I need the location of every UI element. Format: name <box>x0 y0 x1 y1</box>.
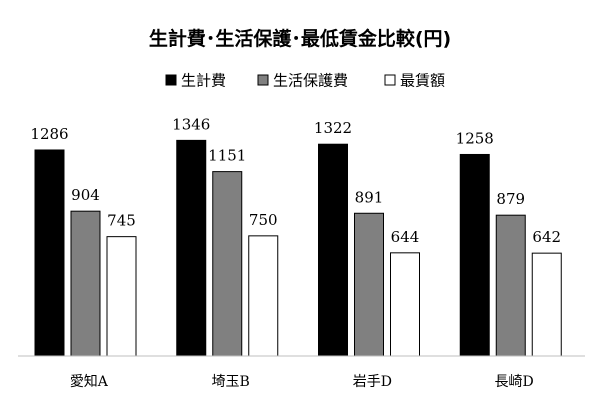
value-label-3-4: 642 <box>532 228 561 246</box>
value-label-1-4: 1258 <box>456 129 494 147</box>
legend-label-3: 最賃額 <box>400 72 445 90</box>
value-label-3-1: 745 <box>107 212 136 230</box>
chart-title: 生計費･生活保護･最低賃金比較(円) <box>149 27 451 50</box>
bar-2-1 <box>70 210 101 357</box>
bar-2-3 <box>354 212 384 357</box>
bars <box>34 139 562 357</box>
legend-label-2: 生活保護費 <box>273 72 348 90</box>
bar-3-3 <box>390 252 420 357</box>
legend: 生計費 生活保護費 最賃額 <box>165 72 445 90</box>
value-label-1-3: 1322 <box>314 119 352 137</box>
legend-label-1: 生計費 <box>181 72 226 90</box>
category-label-3: 岩手D <box>353 374 392 390</box>
value-label-2-4: 879 <box>496 190 525 208</box>
value-label-2-2: 1151 <box>208 147 246 165</box>
value-label-3-2: 750 <box>249 211 278 229</box>
legend-swatch-1 <box>165 74 177 86</box>
value-label-1-2: 1346 <box>172 115 210 133</box>
bar-2-2 <box>212 171 243 357</box>
value-label-1-1: 1286 <box>30 125 68 143</box>
bar-1-4 <box>459 153 490 357</box>
bar-1-1 <box>34 149 65 357</box>
bar-1-3 <box>318 143 348 357</box>
bar-1-2 <box>176 139 207 357</box>
bar-3-2 <box>248 235 279 357</box>
category-labels: 愛知A 埼玉B 岩手D 長崎D <box>70 373 534 390</box>
value-label-2-3: 891 <box>355 188 384 206</box>
bar-3-1 <box>106 236 137 357</box>
value-labels: 1286 904 745 1346 1151 750 1322 891 644 1258 879 64… <box>30 115 561 246</box>
legend-swatch-2 <box>257 74 269 86</box>
category-label-4: 長崎D <box>495 374 534 390</box>
value-label-2-1: 904 <box>71 186 100 204</box>
bar-3-4 <box>531 252 562 357</box>
bar-2-4 <box>495 214 526 357</box>
category-label-2: 埼玉B <box>211 374 249 390</box>
value-label-3-3: 644 <box>391 228 420 246</box>
category-label-1: 愛知A <box>70 373 109 390</box>
legend-swatch-3 <box>384 74 396 86</box>
